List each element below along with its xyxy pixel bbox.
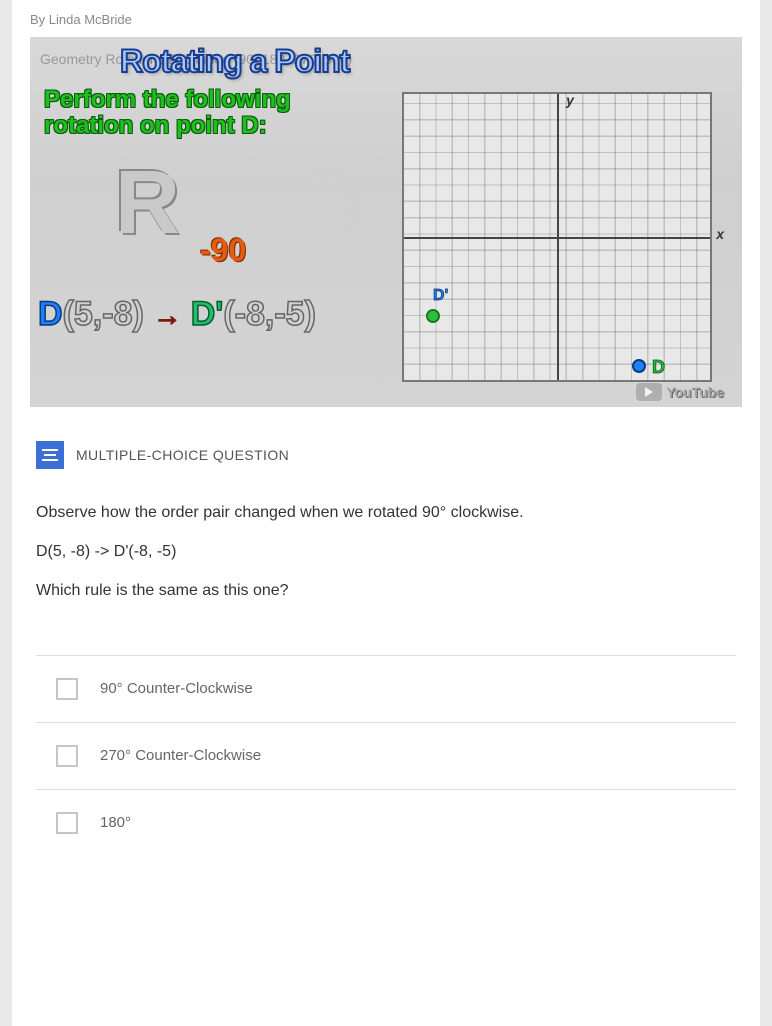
instruction-text: Perform the following rotation on point …: [44, 87, 291, 140]
section-title: MULTIPLE-CHOICE QUESTION: [76, 447, 289, 463]
point-d-prime-label: D': [433, 287, 448, 305]
checkbox-icon[interactable]: [56, 812, 78, 834]
youtube-watermark: YouTube: [636, 383, 724, 401]
section-header: MULTIPLE-CHOICE QUESTION: [36, 441, 736, 469]
y-axis-label: y: [566, 92, 574, 108]
list-icon: [36, 441, 64, 469]
rotation-letter: R: [115, 152, 180, 255]
point-d: [632, 359, 646, 373]
choice-label: 90° Counter-Clockwise: [100, 680, 253, 697]
coordinate-grid: y x D' D: [402, 92, 712, 382]
choice-option[interactable]: 180°: [36, 789, 736, 856]
checkbox-icon[interactable]: [56, 745, 78, 767]
byline: By Linda McBride: [30, 12, 742, 27]
x-axis-label: x: [716, 226, 724, 242]
point-d-label: D: [652, 357, 665, 378]
choice-label: 180°: [100, 814, 131, 831]
question-body: Observe how the order pair changed when …: [36, 499, 736, 605]
worksheet-page: By Linda McBride Geometry Rotations Expl…: [12, 0, 760, 1026]
video-thumbnail[interactable]: Geometry Rotations Explained (90, 180, 2…: [30, 37, 742, 407]
point-d-prime: [426, 309, 440, 323]
choice-label: 270° Counter-Clockwise: [100, 747, 261, 764]
choice-option[interactable]: 270° Counter-Clockwise: [36, 722, 736, 789]
question-line-1: Observe how the order pair changed when …: [36, 499, 736, 526]
choice-list: 90° Counter-Clockwise 270° Counter-Clock…: [36, 655, 736, 856]
video-title: Rotating a Point: [120, 43, 349, 80]
rotation-arc-icon: [278, 155, 371, 248]
youtube-icon: [636, 383, 662, 401]
y-axis: [557, 94, 559, 380]
question-line-3: Which rule is the same as this one?: [36, 577, 736, 604]
rotation-subscript: -90: [200, 232, 246, 269]
point-mapping: D(5,-8) → D'(-8,-5): [38, 295, 316, 334]
question-section: MULTIPLE-CHOICE QUESTION Observe how the…: [30, 441, 742, 856]
checkbox-icon[interactable]: [56, 678, 78, 700]
question-line-2: D(5, -8) -> D'(-8, -5): [36, 538, 736, 565]
choice-option[interactable]: 90° Counter-Clockwise: [36, 655, 736, 722]
